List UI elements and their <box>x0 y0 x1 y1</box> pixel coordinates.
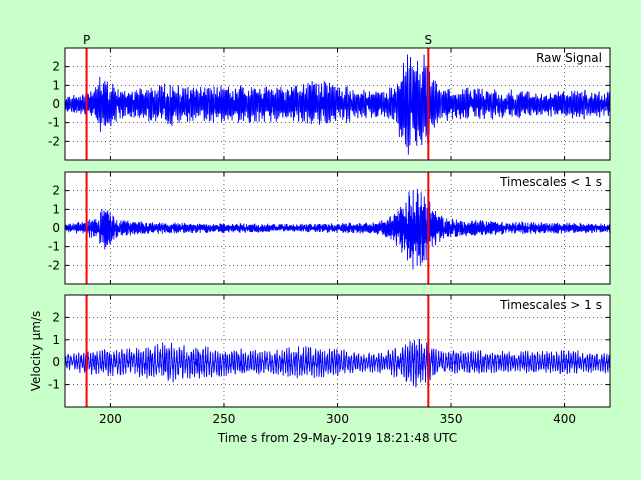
trace-line-1 <box>64 188 611 270</box>
panel-2: -2 -1 0 1 2 Timescales < 1 s <box>48 171 611 285</box>
panel-title: Timescales > 1 s <box>499 298 602 312</box>
x-tick-label: 300 <box>326 412 349 426</box>
x-tick-label: 200 <box>99 412 122 426</box>
pick-label-p: P <box>83 33 90 47</box>
y-tick-label: 2 <box>52 60 60 74</box>
y-tick-label: -1 <box>48 116 60 130</box>
trace-line-1 <box>64 338 611 388</box>
panel-title: Timescales < 1 s <box>499 175 602 189</box>
panel-1: P S -2 -1 0 1 2 Raw Signal <box>48 33 611 161</box>
y-tick-label: -1 <box>48 240 60 254</box>
y-tick-label: -2 <box>48 258 60 272</box>
x-tick-label: 350 <box>440 412 463 426</box>
panel-3: -1 0 1 2 200 250 300 350 400 Timescales > 1 s Velo… <box>29 294 611 445</box>
y-tick-label: -1 <box>48 378 60 392</box>
pick-label-s: S <box>425 33 433 47</box>
x-axis-label: Time s from 29-May-2019 18:21:48 UTC <box>217 431 457 445</box>
y-axis-label: Velocity μm/s <box>29 311 43 392</box>
trace-line-1 <box>64 54 611 155</box>
y-tick-label: 1 <box>52 202 60 216</box>
y-tick-label: 1 <box>52 333 60 347</box>
y-tick-label: 0 <box>52 97 60 111</box>
x-tick-label: 400 <box>553 412 576 426</box>
x-tick-label: 250 <box>213 412 236 426</box>
panel-title: Raw Signal <box>536 51 602 65</box>
y-tick-label: 0 <box>52 355 60 369</box>
y-tick-label: 1 <box>52 78 60 92</box>
y-tick-label: -2 <box>48 134 60 148</box>
y-tick-label: 2 <box>52 310 60 324</box>
y-tick-label: 0 <box>52 221 60 235</box>
y-tick-label: 2 <box>52 184 60 198</box>
